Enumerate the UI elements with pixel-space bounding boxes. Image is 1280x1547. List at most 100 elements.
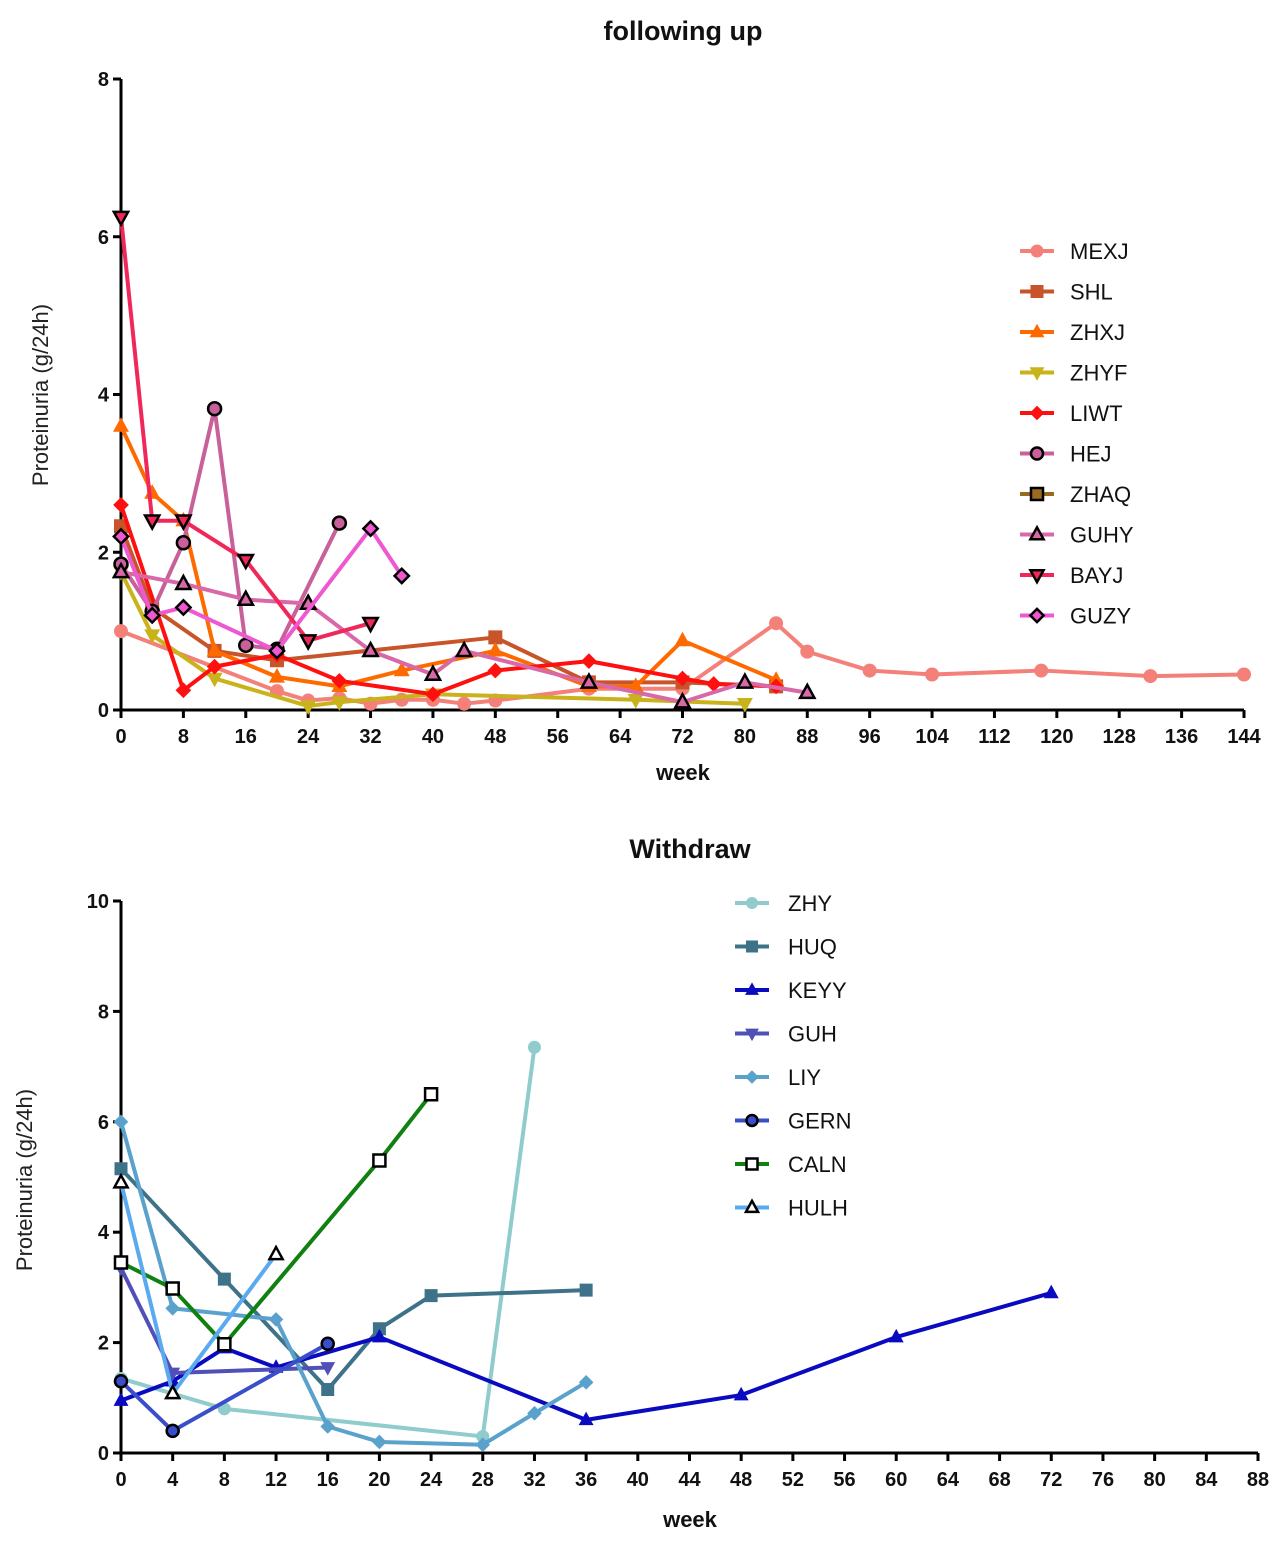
series-line [119,1167,587,1392]
y-axis-label: Proteinuria (g/24h) [28,304,53,486]
legend-item: ZHYF [1020,361,1127,386]
data-point [392,566,411,585]
series-liy [113,1114,594,1453]
data-point [527,1405,542,1421]
data-point [579,672,599,689]
x-axis-label: week [655,760,711,785]
data-point [423,664,443,681]
chart-title: Withdraw [629,834,751,864]
data-point [320,1336,335,1351]
data-point [113,1373,129,1389]
data-point [143,606,162,625]
data-point [144,629,161,644]
data-point [298,634,318,651]
data-point [736,697,753,713]
x-tick-label: 24 [297,726,320,748]
legend-item: ZHAQ [1020,482,1131,507]
legend-item: CALN [735,1152,847,1177]
x-tick-label: 32 [523,1469,545,1491]
data-point [267,1244,285,1261]
data-point [114,624,128,639]
data-point [581,653,597,669]
data-point [746,940,758,953]
data-point [1029,405,1045,421]
x-tick-label: 80 [1144,1469,1166,1491]
legend-item: HULH [735,1196,848,1221]
x-tick-label: 80 [734,726,756,748]
legend-item: BAYJ [1020,563,1123,588]
x-tick-label: 104 [915,726,949,748]
legend-item: HUQ [735,935,837,960]
y-tick-label: 2 [98,542,109,564]
y-tick-label: 0 [98,1443,109,1465]
x-tick-label: 8 [219,1469,230,1491]
chart-following-up: following up Proteinuria (g/24h) week 0 8… [28,16,1262,785]
x-tick-label: 60 [885,1469,907,1491]
x-tick-label: 44 [678,1469,701,1491]
legend-item: SHL [1020,280,1113,305]
data-point [236,553,256,571]
x-tick-label: 0 [115,1469,126,1491]
data-point [1030,244,1044,258]
data-point [236,589,256,607]
data-point [113,1392,129,1406]
legend-label: GUH [788,1022,837,1047]
legend-label: CALN [788,1152,847,1177]
data-point [1028,607,1046,624]
y-tick-label: 6 [98,1112,109,1134]
data-point [1029,323,1045,338]
data-point [113,1114,129,1130]
x-tick-label: 16 [317,1469,339,1491]
data-point [320,1419,336,1434]
data-point [1034,663,1049,678]
series-bayj [111,210,380,651]
x-tick-label: 64 [609,726,632,748]
data-point [238,637,254,654]
y-tick-label: 6 [98,227,109,249]
data-point [217,1337,232,1352]
x-tick-label: 48 [730,1469,752,1491]
series-line [119,1182,278,1396]
legend-label: GERN [788,1109,852,1134]
data-point [372,1153,387,1168]
data-point [361,640,380,658]
x-tick-label: 68 [988,1469,1010,1491]
series-caln [113,1086,439,1352]
data-point [206,658,223,675]
x-tick-label: 88 [1247,1469,1269,1491]
x-tick-label: 28 [472,1469,494,1491]
data-point [321,1383,335,1397]
data-point [361,616,380,634]
x-tick-label: 76 [1092,1469,1114,1491]
data-point [425,686,441,703]
legend-item: HEJ [1020,442,1112,467]
x-tick-label: 84 [1195,1469,1218,1491]
data-point [888,1328,904,1343]
legend-label: GUHY [1070,523,1134,548]
data-point [163,1383,182,1400]
data-point [745,1070,759,1084]
data-point [487,642,504,657]
y-axis-label: Proteinuria (g/24h) [12,1089,37,1271]
legend-label: LIY [788,1065,821,1090]
y-tick-label: 4 [98,385,110,407]
data-point [743,1198,761,1214]
data-point [769,616,784,631]
data-point [165,1281,180,1296]
data-point [174,573,193,591]
legend-item: GUZY [1020,604,1131,629]
data-point [111,561,131,579]
data-point [268,1312,284,1327]
data-point [746,897,758,909]
data-point [175,682,192,699]
data-point [300,700,317,715]
x-tick-label: 40 [422,726,444,748]
series-line [119,526,404,653]
legend-item: LIWT [1020,401,1123,426]
legend-item: GUHY [1020,523,1134,548]
data-point [424,1289,438,1303]
series-huq [114,1162,593,1397]
legend-label: HUQ [788,935,837,960]
y-tick-label: 0 [98,700,109,722]
legend-label: SHL [1070,280,1113,305]
